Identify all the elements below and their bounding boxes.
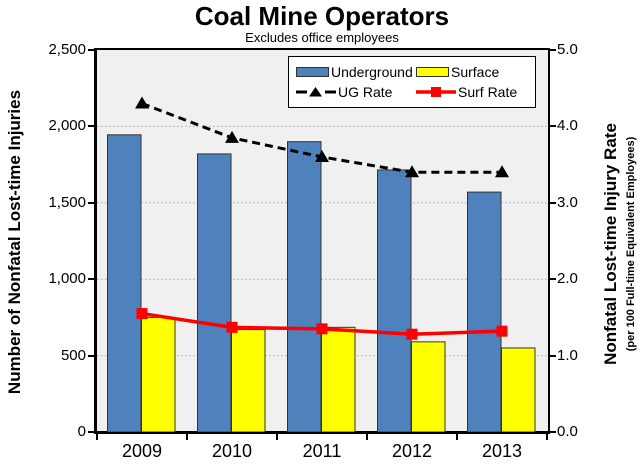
marker-surf-rate-2012 — [406, 328, 418, 340]
right-tick-mark-0 — [548, 49, 556, 51]
left-tick-mark-0 — [88, 49, 96, 51]
marker-ug-rate-2012 — [405, 165, 419, 178]
x-axis-label-2010: 2010 — [211, 441, 253, 461]
bar-underground-2010 — [197, 153, 232, 432]
legend-label-underground: Underground — [331, 63, 413, 80]
x-axis-label-2011: 2011 — [302, 441, 342, 461]
bar-underground-2012 — [377, 169, 412, 432]
marker-surf-rate-2009 — [136, 308, 148, 320]
x-tick-mark-4 — [456, 433, 458, 440]
bar-underground-2011 — [287, 141, 322, 432]
marker-surf-rate-2011 — [316, 323, 328, 335]
x-tick-mark-2 — [276, 433, 278, 440]
right-axis-subtitle: (per 100 Full-time Equivalent Employees) — [625, 136, 637, 352]
x-tick-mark-0 — [96, 433, 98, 440]
right-tick-label-3: 2.0 — [557, 270, 578, 288]
right-tick-mark-5 — [548, 431, 556, 433]
surface-swatch-icon — [416, 67, 449, 77]
left-axis-title: Number of Nonfatal Lost-time Injuries — [5, 89, 24, 395]
legend-label-ug-rate: UG Rate — [338, 83, 393, 100]
bar-surface-2010 — [231, 329, 266, 432]
x-tick-mark-5 — [546, 433, 548, 440]
bar-surface-2011 — [321, 326, 356, 432]
left-tick-label-2: 1,500 — [48, 193, 86, 211]
left-tick-label-0: 2,500 — [48, 41, 86, 58]
marker-ug-rate-2011 — [315, 149, 329, 162]
right-tick-label-4: 1.0 — [557, 346, 578, 364]
legend-label-surface: Surface — [451, 63, 500, 80]
ug-rate-line-icon — [296, 87, 336, 97]
bar-surface-2012 — [411, 341, 446, 432]
x-axis-label-2013: 2013 — [481, 441, 523, 461]
right-tick-mark-1 — [548, 125, 556, 128]
legend-item-surf-rate: Surf Rate — [416, 84, 533, 101]
marker-ug-rate-2013 — [495, 165, 509, 178]
chart-subtitle: Excludes office employees — [245, 30, 399, 45]
marker-surf-rate-2013 — [496, 325, 508, 337]
right-tick-label-5: 0.0 — [557, 423, 578, 440]
right-tick-mark-4 — [548, 354, 556, 357]
legend-item-surface: Surface — [416, 64, 533, 81]
right-tick-label-0: 5.0 — [557, 41, 578, 58]
right-tick-label-1: 4.0 — [557, 117, 578, 135]
marker-ug-rate-2009 — [135, 96, 149, 109]
x-axis-label-2012: 2012 — [391, 441, 433, 461]
right-tick-label-2: 3.0 — [557, 193, 578, 211]
bar-surface-2009 — [141, 316, 176, 432]
marker-ug-rate-2010 — [225, 130, 239, 143]
left-tick-mark-2 — [88, 201, 96, 204]
bar-underground-2009 — [107, 134, 142, 432]
left-tick-label-4: 500 — [60, 346, 86, 364]
marker-surf-rate-2010 — [226, 321, 238, 333]
left-tick-mark-1 — [88, 125, 96, 128]
x-tick-mark-3 — [366, 433, 368, 440]
right-tick-mark-3 — [548, 278, 556, 281]
bar-surface-2013 — [501, 347, 536, 432]
left-tick-mark-5 — [88, 431, 96, 433]
legend-item-underground: Underground — [296, 64, 416, 81]
left-tick-label-5: 0 — [77, 423, 86, 440]
legend: Underground Surface UG Rate Surf Rate — [288, 56, 536, 108]
legend-item-ug-rate: UG Rate — [296, 84, 416, 101]
legend-label-surf-rate: Surf Rate — [458, 83, 518, 100]
right-axis-title: Nonfatal Lost-time Injury Rate — [601, 123, 620, 365]
right-tick-mark-2 — [548, 201, 556, 204]
bar-underground-2013 — [467, 191, 502, 432]
left-tick-mark-3 — [88, 278, 96, 281]
surf-rate-line-icon — [416, 87, 456, 97]
x-axis-label-2009: 2009 — [121, 441, 163, 461]
left-tick-label-1: 2,000 — [48, 117, 86, 135]
plot-canvas — [97, 96, 547, 432]
left-tick-label-3: 1,000 — [48, 270, 86, 288]
left-tick-mark-4 — [88, 354, 96, 357]
chart-title: Coal Mine Operators — [194, 1, 450, 31]
underground-swatch-icon — [296, 67, 329, 77]
x-tick-mark-1 — [186, 433, 188, 440]
